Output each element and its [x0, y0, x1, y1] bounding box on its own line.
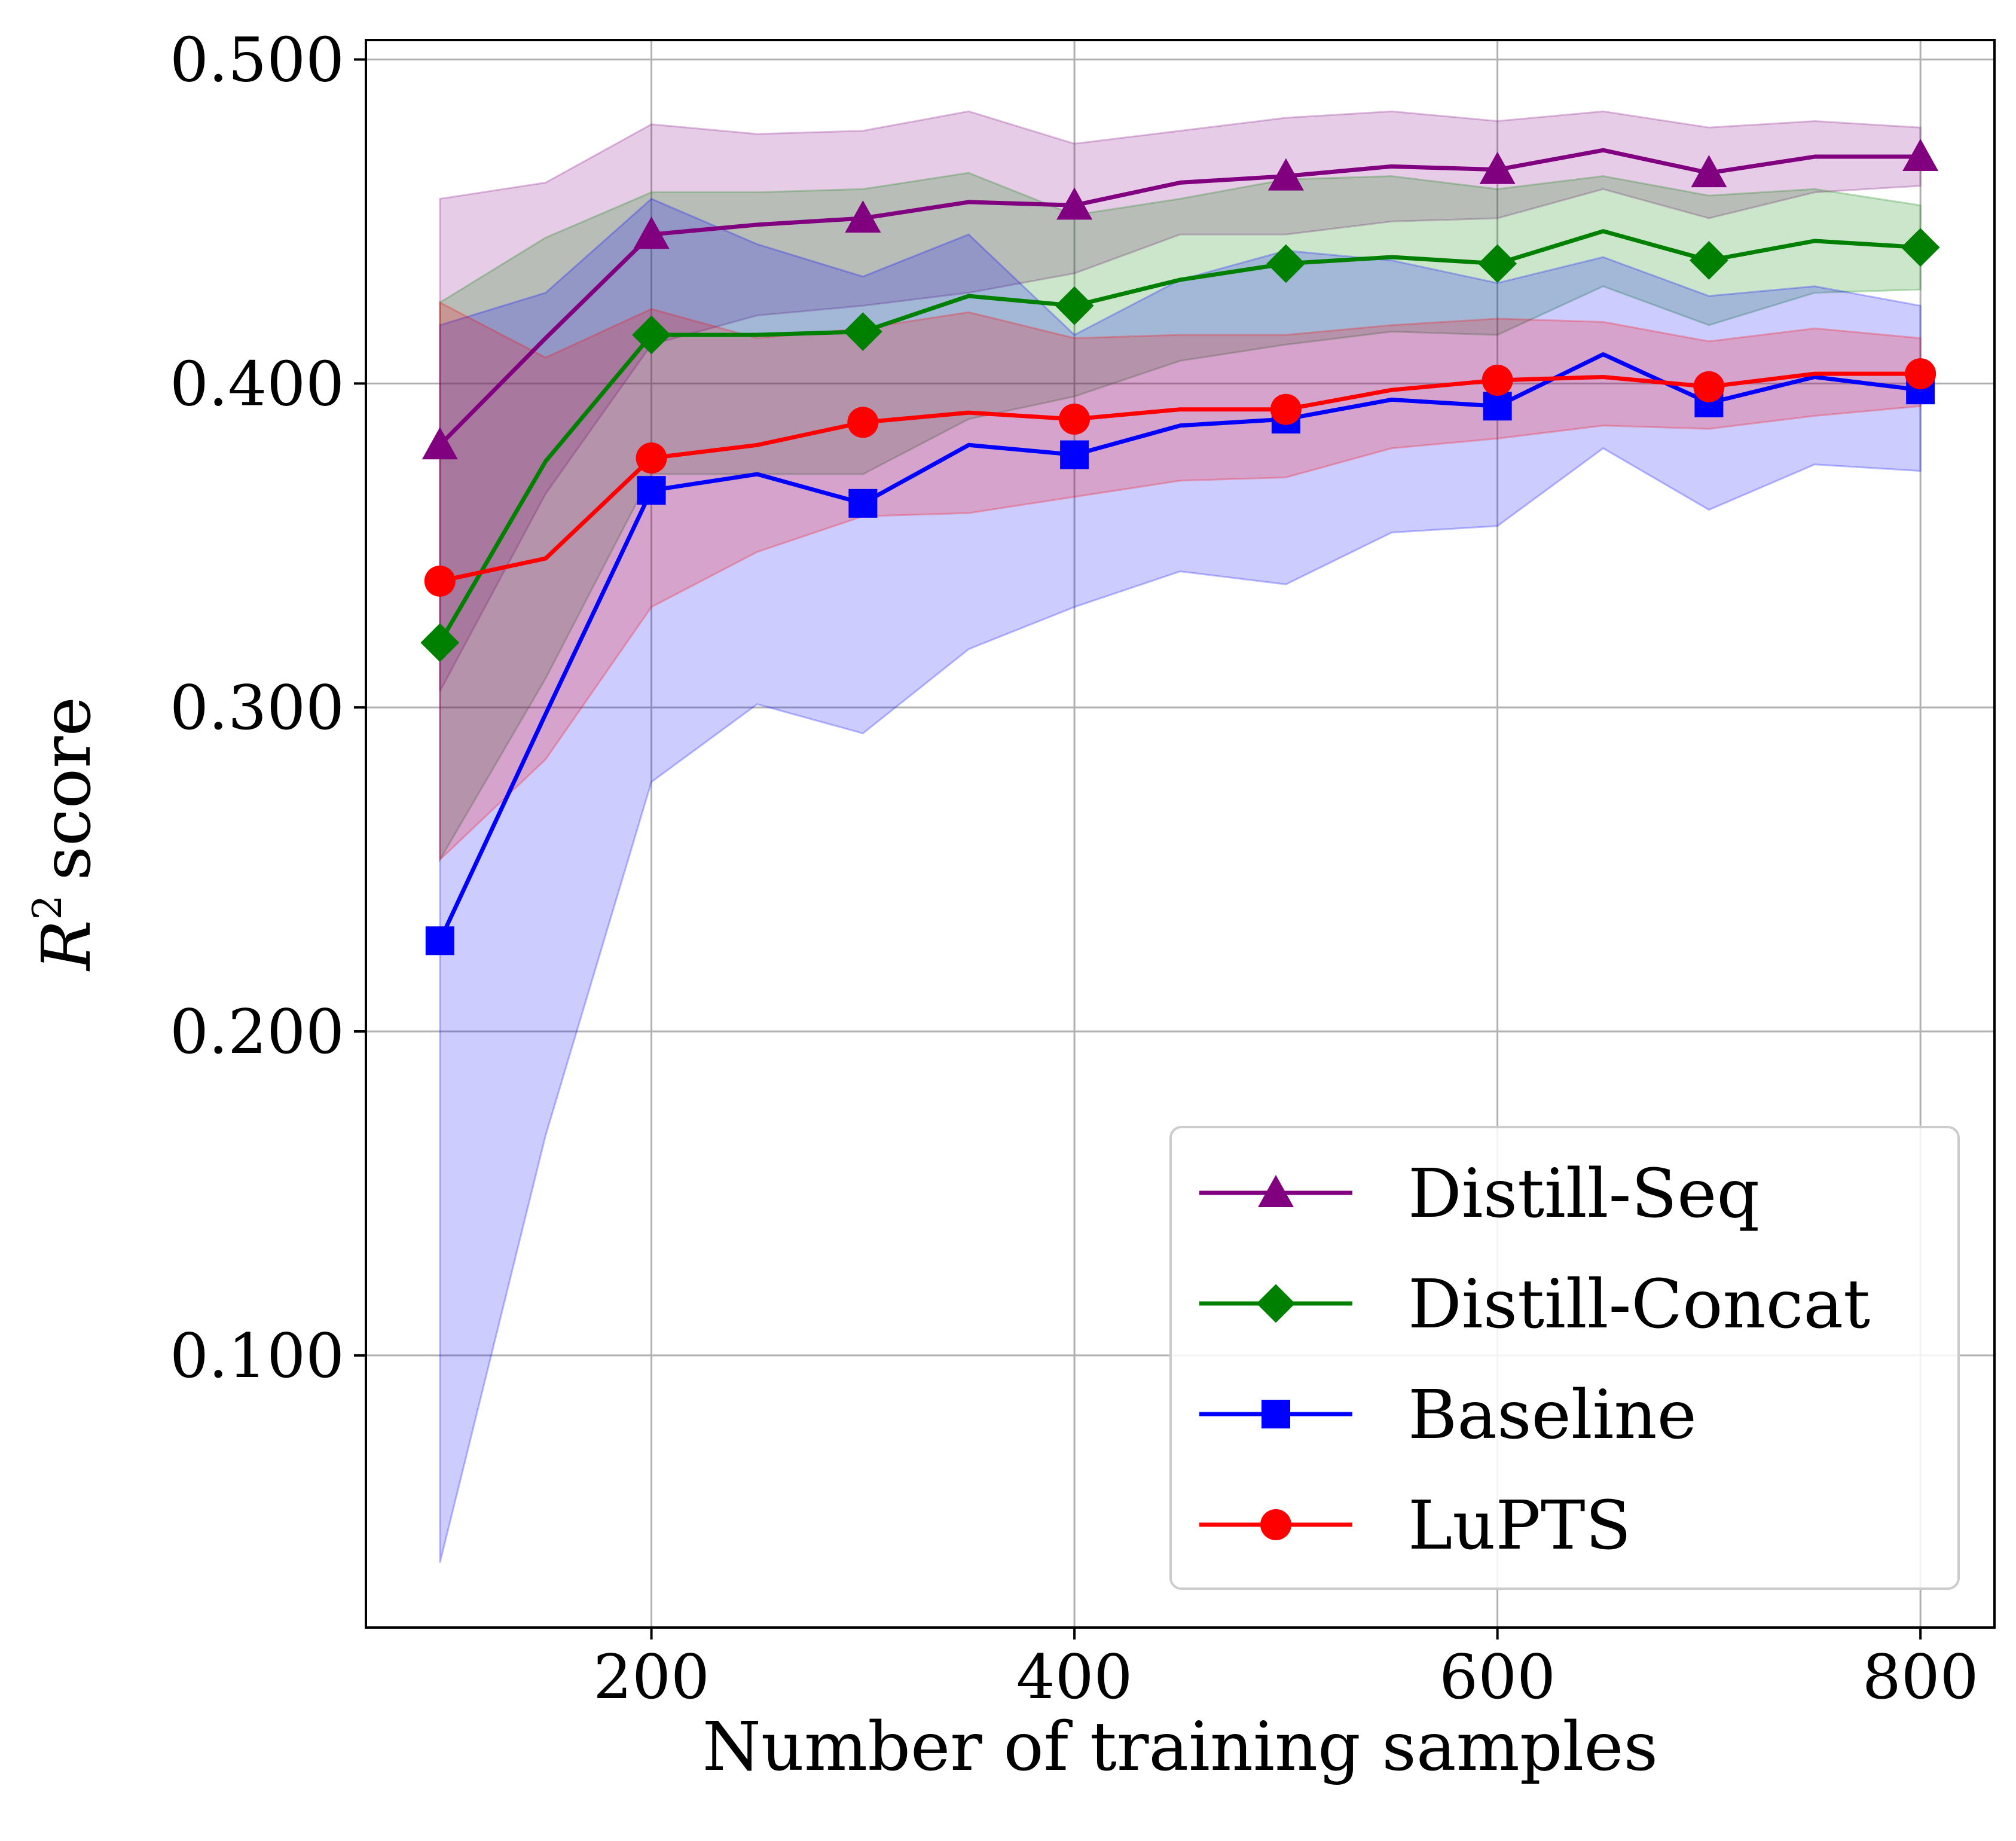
baseline-point — [425, 926, 454, 955]
legend-distill-seq-marker — [1258, 1175, 1294, 1207]
lupts-point — [1270, 393, 1302, 425]
distill-seq-point — [1479, 151, 1516, 184]
x-axis-ticks: 200 400 600 800 — [593, 1628, 1979, 1713]
distill-concat-line — [438, 229, 1921, 644]
y-axis-label-exponent: 2 — [25, 895, 71, 920]
legend-distill-seq-label: Distill-Seq — [1408, 1155, 1760, 1233]
lupts-point — [424, 565, 456, 597]
distill-seq-point — [845, 200, 881, 233]
series-markers — [420, 139, 1940, 955]
distill-concat-point — [420, 623, 460, 662]
y-axis-label-text: score — [28, 697, 106, 880]
distill-concat-point — [1901, 228, 1940, 267]
baseline-line — [438, 352, 1921, 942]
y-axis-ticks: 0.100 0.200 0.300 0.400 0.500 — [170, 25, 366, 1392]
baseline-point — [848, 489, 878, 518]
distill-seq-point — [633, 216, 670, 249]
x-tick-label: 600 — [1439, 1642, 1556, 1713]
lupts-line — [439, 371, 1921, 584]
legend-lupts-label: LuPTS — [1408, 1487, 1631, 1565]
distill-concat-point — [1266, 244, 1306, 283]
distill-seq-point — [421, 427, 458, 460]
y-tick-label: 0.500 — [170, 25, 344, 96]
y-tick-label: 0.100 — [170, 1321, 344, 1392]
legend-baseline-label: Baseline — [1408, 1376, 1697, 1454]
lupts-point — [636, 442, 667, 474]
grid-lines — [366, 40, 1994, 1628]
legend-lupts-marker — [1260, 1509, 1291, 1540]
lupts-point — [1693, 371, 1725, 402]
series-lines — [438, 148, 1921, 942]
distill-seq-point — [1902, 139, 1939, 172]
x-tick-label: 200 — [593, 1642, 710, 1713]
legend-box — [1169, 1126, 1960, 1590]
legend-distill-concat-marker — [1256, 1284, 1296, 1323]
confidence-bands — [439, 110, 1922, 1563]
y-tick-label: 0.400 — [170, 349, 344, 420]
distill-concat-point — [1055, 286, 1094, 325]
x-axis-label: Number of training samples — [702, 1708, 1658, 1786]
baseline-point — [1483, 392, 1512, 421]
distill-seq-line — [438, 148, 1921, 447]
distill-concat-point — [632, 315, 671, 355]
baseline-band — [439, 197, 1922, 1563]
lupts-point — [1905, 358, 1936, 390]
y-axis-label-symbol: R — [28, 920, 106, 972]
y-axis-label: R2 score — [25, 697, 106, 972]
y-tick-label: 0.300 — [170, 673, 344, 744]
distill-concat-point — [1478, 244, 1517, 283]
x-tick-label: 400 — [1016, 1642, 1133, 1713]
plot-frame — [365, 39, 1996, 1629]
distill-seq-point — [1267, 158, 1304, 191]
legend: Distill-Seq Distill-Concat Baseline LuPTS — [1169, 1126, 1960, 1590]
x-tick-label: 800 — [1862, 1642, 1979, 1713]
lupts-point — [1059, 403, 1091, 435]
distill-seq-band — [439, 110, 1922, 692]
legend-distill-concat-label: Distill-Concat — [1408, 1266, 1870, 1344]
baseline-point — [637, 476, 666, 505]
lupts-point — [1482, 364, 1513, 396]
baseline-point — [1060, 440, 1089, 469]
distill-seq-point — [1691, 155, 1727, 188]
distill-seq-point — [1056, 187, 1093, 220]
y-tick-label: 0.200 — [170, 997, 344, 1068]
lupts-point — [847, 407, 879, 438]
distill-concat-point — [1690, 241, 1728, 280]
distill-concat-point — [843, 312, 882, 352]
legend-baseline-marker — [1261, 1400, 1290, 1428]
distill-concat-band — [439, 172, 1922, 863]
